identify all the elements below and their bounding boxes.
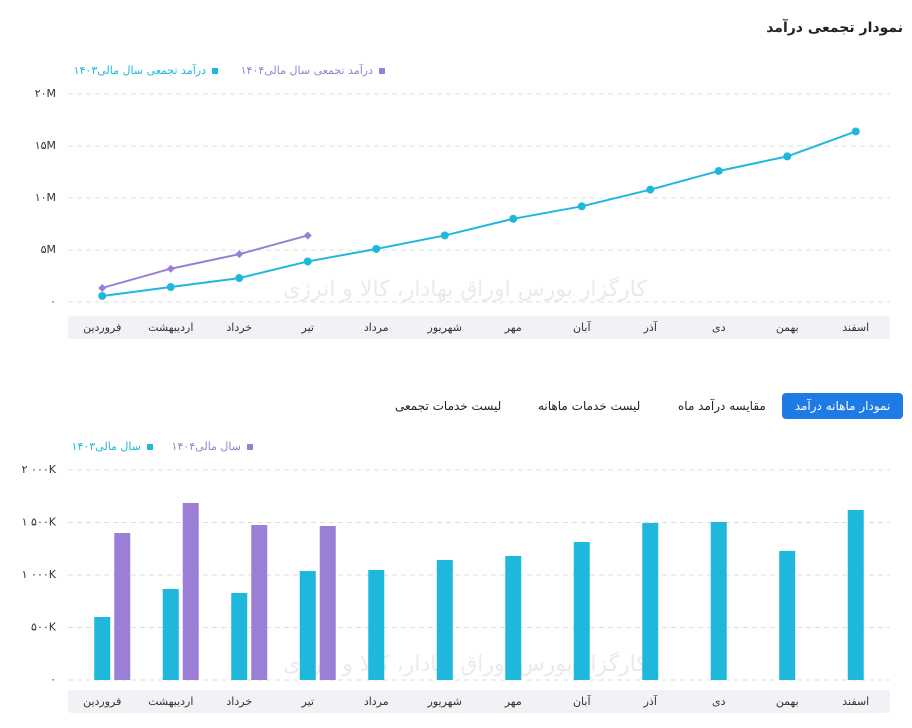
x-tick-label: خرداد (226, 321, 252, 334)
bar (436, 559, 453, 680)
point (166, 264, 175, 273)
point (235, 250, 244, 259)
bar (642, 523, 659, 680)
x-tick-label: تیر (301, 321, 314, 334)
bar (251, 525, 268, 680)
category-strip (68, 316, 890, 339)
x-tick-label: دی (712, 321, 726, 334)
x-tick-label: شهریور (427, 321, 462, 334)
point (303, 257, 312, 266)
point (98, 291, 107, 300)
tab[interactable]: لیست خدمات تجمعی (395, 399, 502, 413)
bar (114, 533, 131, 680)
tab[interactable]: لیست خدمات ماهانه (538, 399, 641, 413)
y-tick-label: ۵M (41, 243, 56, 256)
point (577, 202, 586, 211)
point (646, 185, 655, 194)
bar (847, 510, 864, 680)
series-line (102, 130, 857, 297)
x-tick-label: فروردین (83, 321, 121, 334)
x-tick-label: اسفند (842, 695, 869, 708)
x-tick-label: فروردین (83, 695, 121, 708)
category-strip (68, 690, 890, 713)
legend-swatch (212, 68, 218, 74)
bar (182, 502, 199, 680)
series-line (101, 234, 309, 289)
x-tick-label: بهمن (776, 695, 799, 708)
point (440, 231, 449, 240)
chart-title: نمودار تجمعی درآمد (766, 18, 903, 36)
y-tick-label: ۱ ۰۰۰K (22, 568, 57, 581)
y-tick-label: ۰ (50, 673, 56, 686)
x-tick-label: دی (712, 695, 726, 708)
legend-label: سال مالی۱۴۰۴ (172, 440, 241, 453)
watermark: کارگزار بورس اوراق بهادار، کالا و انرژی (283, 651, 647, 677)
legend-swatch (247, 444, 253, 450)
bar (231, 592, 248, 680)
x-tick-label: آذر (643, 694, 658, 708)
y-tick-label: ۲۰M (35, 87, 56, 100)
bar (368, 569, 385, 680)
point (372, 244, 381, 253)
bar (299, 571, 316, 680)
y-tick-label: ۱۵M (35, 139, 56, 152)
legend-label: درآمد تجمعی سال مالی۱۴۰۳ (74, 63, 206, 77)
bar (779, 550, 796, 680)
point (509, 214, 518, 223)
y-tick-label: ۵۰۰K (31, 621, 57, 634)
x-tick-label: مرداد (364, 321, 389, 334)
point (851, 127, 860, 136)
x-tick-label: اردیبهشت (148, 321, 193, 334)
watermark: کارگزار بورس اوراق بهادار، کالا و انرژی (283, 276, 647, 302)
x-tick-label: بهمن (776, 321, 799, 334)
bar (162, 588, 179, 680)
bar (505, 555, 522, 680)
x-tick-label: مهر (504, 321, 522, 334)
y-tick-label: ۱ ۵۰۰K (22, 516, 57, 529)
tab[interactable]: مقایسه درآمد ماه (678, 399, 766, 413)
y-tick-label: ۲ ۰۰۰K (22, 463, 57, 476)
legend-label: سال مالی۱۴۰۳ (72, 440, 141, 453)
tab[interactable]: نمودار ماهانه درآمد (782, 393, 903, 419)
point (166, 283, 175, 292)
legend-swatch (379, 68, 385, 74)
legend-label: درآمد تجمعی سال مالی۱۴۰۴ (241, 63, 373, 77)
legend-swatch (147, 444, 153, 450)
point (303, 231, 312, 240)
y-tick-label: ۰ (50, 295, 56, 308)
x-tick-label: خرداد (226, 695, 252, 708)
point (98, 283, 107, 292)
x-tick-label: مرداد (364, 695, 389, 708)
x-tick-label: مهر (504, 695, 522, 708)
bar (319, 525, 336, 680)
x-tick-label: آبان (573, 694, 591, 708)
x-tick-label: آبان (573, 320, 591, 334)
point (714, 166, 723, 175)
bar (710, 521, 727, 680)
point (235, 274, 244, 283)
x-tick-label: شهریور (427, 695, 462, 708)
point (783, 152, 792, 161)
x-tick-label: اسفند (842, 321, 869, 334)
bar (94, 617, 111, 680)
x-tick-label: تیر (301, 695, 314, 708)
x-tick-label: اردیبهشت (148, 695, 193, 708)
bar (573, 542, 590, 680)
x-tick-label: آذر (643, 320, 658, 334)
y-tick-label: ۱۰M (35, 191, 56, 204)
